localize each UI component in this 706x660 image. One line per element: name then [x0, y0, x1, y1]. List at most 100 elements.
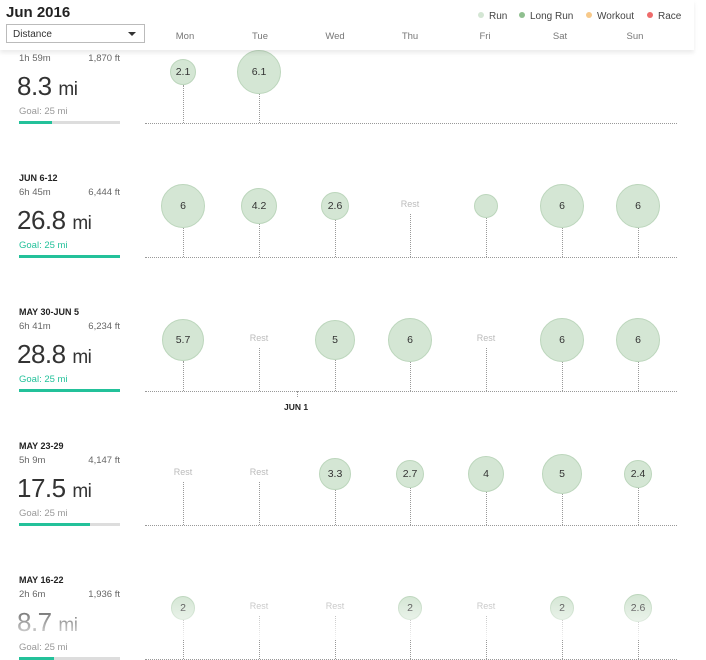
legend-workout: Workout	[586, 11, 634, 22]
run-bubble[interactable]: 2	[398, 596, 422, 620]
week-elevation: 1,936 ft	[88, 589, 120, 600]
run-bubble[interactable]: 6	[616, 184, 660, 228]
metric-select[interactable]: Distance	[6, 24, 145, 43]
run-bubble[interactable]: 2	[171, 596, 195, 620]
workout-dot-icon	[586, 12, 592, 18]
distance-unit: mi	[58, 615, 78, 636]
week-baseline	[145, 123, 677, 124]
week-goal: Goal: 25 mi	[19, 508, 68, 519]
run-bubble[interactable]: 2.4	[624, 460, 652, 488]
week-duration: 5h 9m	[19, 455, 46, 466]
day-stem	[486, 492, 487, 525]
run-bubble[interactable]: 2.1	[170, 59, 196, 85]
goal-progress-bar	[19, 523, 120, 526]
distance-unit: mi	[72, 213, 92, 234]
week-elevation: 6,444 ft	[88, 187, 120, 198]
day-header-mon: Mon	[175, 31, 195, 42]
run-bubble[interactable]: 5	[315, 320, 355, 360]
week-title: JUN 6-12	[19, 173, 58, 183]
rest-day-label: Rest	[476, 333, 496, 343]
day-stem	[259, 482, 260, 525]
day-stem	[183, 85, 184, 123]
date-marker-tick	[297, 391, 298, 397]
week-title: MAY 16-22	[19, 575, 64, 585]
week-baseline	[145, 257, 677, 258]
legend-race: Race	[647, 11, 681, 22]
week-duration: 1h 59m	[19, 53, 51, 64]
page-title: Jun 2016	[6, 4, 71, 21]
header: Jun 2016 Distance Run Long Run Workout R…	[0, 0, 694, 50]
chevron-down-icon	[128, 32, 136, 36]
goal-progress-bar	[19, 255, 120, 258]
run-bubble[interactable]: 6	[540, 184, 584, 228]
goal-progress-bar	[19, 389, 120, 392]
distance-unit: mi	[72, 347, 92, 368]
legend-long-run: Long Run	[519, 11, 573, 22]
week-duration: 6h 45m	[19, 187, 51, 198]
week-elevation: 4,147 ft	[88, 455, 120, 466]
run-bubble[interactable]: 5.7	[162, 319, 204, 361]
goal-progress-bar	[19, 121, 120, 124]
distance-value: 26.8	[17, 205, 66, 235]
distance-value: 28.8	[17, 339, 66, 369]
metric-select-value: Distance	[13, 29, 52, 40]
run-bubble[interactable]: 3.3	[319, 458, 351, 490]
day-header-thu: Thu	[401, 31, 419, 42]
day-stem	[486, 348, 487, 391]
race-dot-icon	[647, 12, 653, 18]
day-header-sat: Sat	[552, 31, 568, 42]
run-bubble[interactable]: 4.2	[241, 188, 277, 224]
legend-label: Long Run	[530, 11, 574, 22]
day-stem	[183, 361, 184, 391]
week-duration: 2h 6m	[19, 589, 46, 600]
week-duration: 6h 41m	[19, 321, 51, 332]
run-bubble[interactable]: 6	[616, 318, 660, 362]
legend-label: Workout	[597, 11, 635, 22]
rest-day-label: Rest	[173, 467, 193, 477]
legend-label: Run	[489, 11, 508, 22]
week-distance: 26.8 mi	[17, 205, 92, 236]
day-stem	[335, 360, 336, 391]
day-stem	[638, 488, 639, 525]
rest-day-label: Rest	[325, 601, 345, 611]
day-stem	[183, 228, 184, 257]
distance-unit: mi	[58, 79, 78, 100]
week-title: MAY 23-29	[19, 441, 64, 451]
rest-day-label: Rest	[400, 199, 420, 209]
run-bubble[interactable]: 6.1	[237, 50, 281, 94]
run-bubble[interactable]: 2.7	[396, 460, 424, 488]
day-header-wed: Wed	[325, 31, 345, 42]
day-stem	[486, 616, 487, 659]
distance-value: 17.5	[17, 473, 66, 503]
rest-day-label: Rest	[476, 601, 496, 611]
day-stem	[259, 348, 260, 391]
run-bubble[interactable]: 4	[468, 456, 504, 492]
run-bubble[interactable]: 2.6	[624, 594, 652, 622]
day-stem	[335, 220, 336, 257]
distance-unit: mi	[72, 481, 92, 502]
run-bubble[interactable]: 2	[550, 596, 574, 620]
run-bubble[interactable]: 5	[542, 454, 582, 494]
day-header-tue: Tue	[251, 31, 269, 42]
week-baseline	[145, 391, 677, 392]
date-marker: JUN 1	[284, 402, 309, 412]
legend-run: Run	[478, 11, 507, 22]
day-stem	[562, 362, 563, 391]
distance-value: 8.7	[17, 607, 52, 637]
day-stem	[410, 362, 411, 391]
day-stem	[410, 488, 411, 525]
run-bubble[interactable]: 6	[161, 184, 205, 228]
legend-label: Race	[658, 11, 682, 22]
week-distance: 8.7 mi	[17, 607, 78, 638]
run-bubble[interactable]: 6	[540, 318, 584, 362]
week-distance: 17.5 mi	[17, 473, 92, 504]
day-stem	[486, 218, 487, 257]
run-bubble[interactable]: 6	[388, 318, 432, 362]
day-stem	[259, 94, 260, 123]
long-run-dot-icon	[519, 12, 525, 18]
week-goal: Goal: 25 mi	[19, 106, 68, 117]
run-bubble[interactable]	[474, 194, 498, 218]
day-stem	[638, 228, 639, 257]
run-bubble[interactable]: 2.6	[321, 192, 349, 220]
week-distance: 8.3 mi	[17, 71, 78, 102]
